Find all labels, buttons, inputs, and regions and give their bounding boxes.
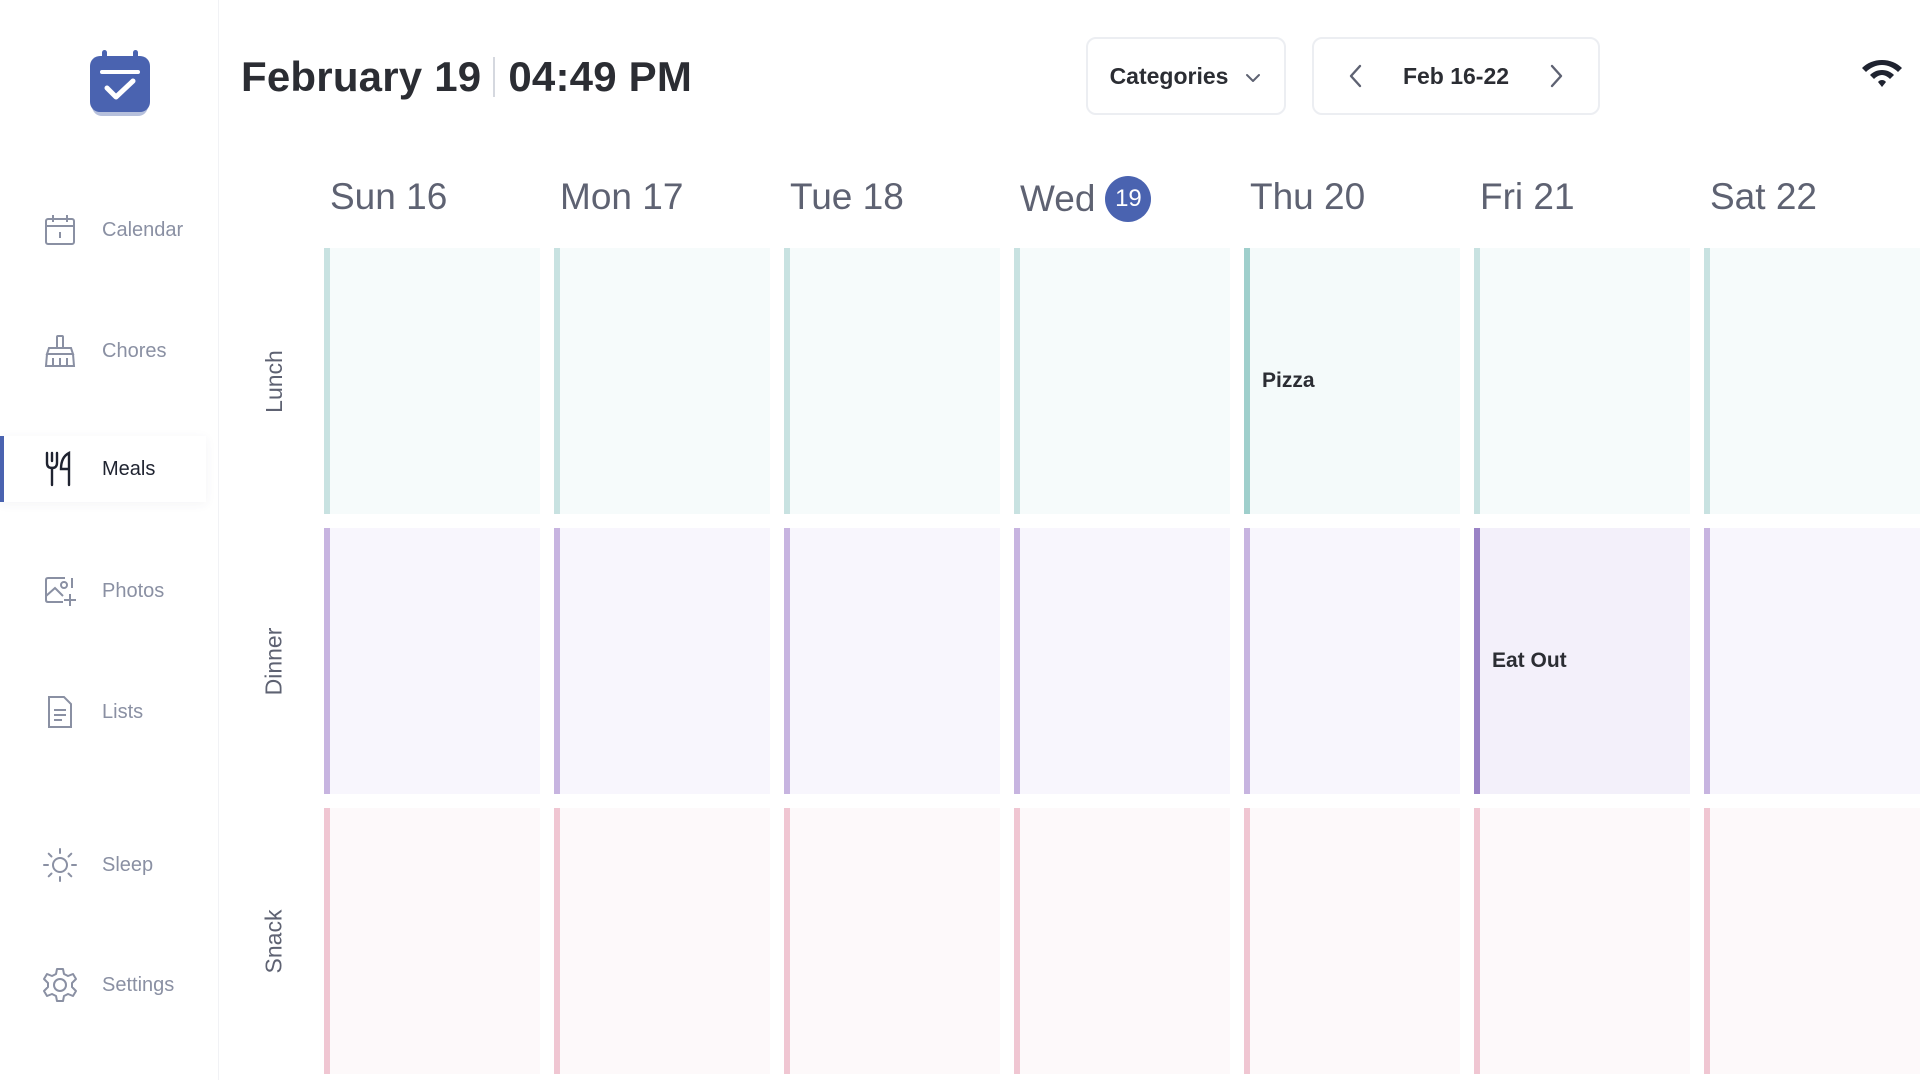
day-header-tue: Tue 18 xyxy=(790,176,904,218)
meal-cell-lunch-thu[interactable]: Pizza xyxy=(1244,248,1460,514)
meal-cell-lunch-wed[interactable] xyxy=(1014,248,1230,514)
meal-cell-dinner-thu[interactable] xyxy=(1244,528,1460,794)
calendar-icon xyxy=(42,212,78,248)
row-label-dinner: Dinner xyxy=(260,627,287,695)
categories-label: Categories xyxy=(1109,62,1229,89)
meal-cell-snack-sun[interactable] xyxy=(324,808,540,1074)
sidebar-item-label: Calendar xyxy=(102,218,184,241)
categories-dropdown[interactable]: Categories xyxy=(1086,37,1286,115)
row-label-snack: Snack xyxy=(260,909,287,973)
meal-cell-snack-wed[interactable] xyxy=(1014,808,1230,1074)
day-label: Fri 21 xyxy=(1480,176,1575,217)
meal-cell-lunch-fri[interactable] xyxy=(1474,248,1690,514)
week-navigator: Feb 16-22 xyxy=(1312,37,1600,115)
chevron-right-icon[interactable] xyxy=(1542,62,1570,90)
meal-cell-snack-thu[interactable] xyxy=(1244,808,1460,1074)
meal-item: Eat Out xyxy=(1492,649,1567,672)
meal-cell-lunch-sun[interactable] xyxy=(324,248,540,514)
day-header-sat: Sat 22 xyxy=(1710,176,1817,218)
day-header-fri: Fri 21 xyxy=(1480,176,1575,218)
day-label: Thu 20 xyxy=(1250,176,1366,217)
meal-cell-dinner-sat[interactable] xyxy=(1704,528,1920,794)
chevron-left-icon[interactable] xyxy=(1342,62,1370,90)
chevron-down-icon xyxy=(1244,63,1262,90)
photo-add-icon xyxy=(42,573,78,609)
meal-cell-dinner-sun[interactable] xyxy=(324,528,540,794)
day-label: Mon 17 xyxy=(560,176,684,217)
day-label: Wed xyxy=(1020,178,1096,219)
day-header-sun: Sun 16 xyxy=(330,176,447,218)
sidebar-item-label: Lists xyxy=(102,700,144,723)
page-title: February 19 04:49 PM xyxy=(241,50,692,104)
fork-knife-icon xyxy=(42,451,78,487)
meal-cell-snack-sat[interactable] xyxy=(1704,808,1920,1074)
sidebar-item-photos[interactable]: Photos xyxy=(0,558,206,624)
meal-cell-lunch-sat[interactable] xyxy=(1704,248,1920,514)
meal-cell-dinner-tue[interactable] xyxy=(784,528,1000,794)
week-range: Feb 16-22 xyxy=(1402,62,1510,89)
meal-cell-lunch-mon[interactable] xyxy=(554,248,770,514)
sidebar: Calendar Chores Meals Photos Lists Sleep xyxy=(0,0,218,1080)
day-header-wed: Wed 19 xyxy=(1020,176,1152,222)
today-badge: 19 xyxy=(1105,176,1152,222)
meal-item: Pizza xyxy=(1262,369,1315,392)
day-label: Sun 16 xyxy=(330,176,448,217)
current-time: 04:49 PM xyxy=(508,53,693,100)
sidebar-item-meals[interactable]: Meals xyxy=(0,436,206,502)
day-header-thu: Thu 20 xyxy=(1250,176,1365,218)
app-logo xyxy=(88,50,152,118)
title-divider xyxy=(493,57,496,97)
day-label: Sat 22 xyxy=(1710,176,1817,217)
meal-cell-dinner-wed[interactable] xyxy=(1014,528,1230,794)
sidebar-item-settings[interactable]: Settings xyxy=(0,952,206,1018)
gear-icon xyxy=(42,967,78,1003)
sidebar-item-label: Photos xyxy=(102,579,165,602)
sidebar-item-sleep[interactable]: Sleep xyxy=(0,832,206,898)
meal-cell-dinner-fri[interactable]: Eat Out xyxy=(1474,528,1690,794)
wifi-icon xyxy=(1862,56,1902,90)
day-label: Tue 18 xyxy=(790,176,904,217)
sidebar-item-calendar[interactable]: Calendar xyxy=(0,197,206,263)
current-date: February 19 xyxy=(241,53,482,100)
meal-cell-snack-tue[interactable] xyxy=(784,808,1000,1074)
list-icon xyxy=(42,694,78,730)
sidebar-item-chores[interactable]: Chores xyxy=(0,318,206,384)
sidebar-item-label: Sleep xyxy=(102,853,154,876)
sidebar-item-label: Settings xyxy=(102,973,175,996)
sidebar-item-label: Chores xyxy=(102,339,167,362)
meal-cell-snack-mon[interactable] xyxy=(554,808,770,1074)
meal-cell-dinner-mon[interactable] xyxy=(554,528,770,794)
day-header-mon: Mon 17 xyxy=(560,176,683,218)
meal-cell-snack-fri[interactable] xyxy=(1474,808,1690,1074)
sun-icon xyxy=(42,847,78,883)
meal-cell-lunch-tue[interactable] xyxy=(784,248,1000,514)
sidebar-item-lists[interactable]: Lists xyxy=(0,679,206,745)
broom-icon xyxy=(42,333,78,369)
sidebar-item-label: Meals xyxy=(102,457,156,480)
row-label-lunch: Lunch xyxy=(260,349,287,413)
